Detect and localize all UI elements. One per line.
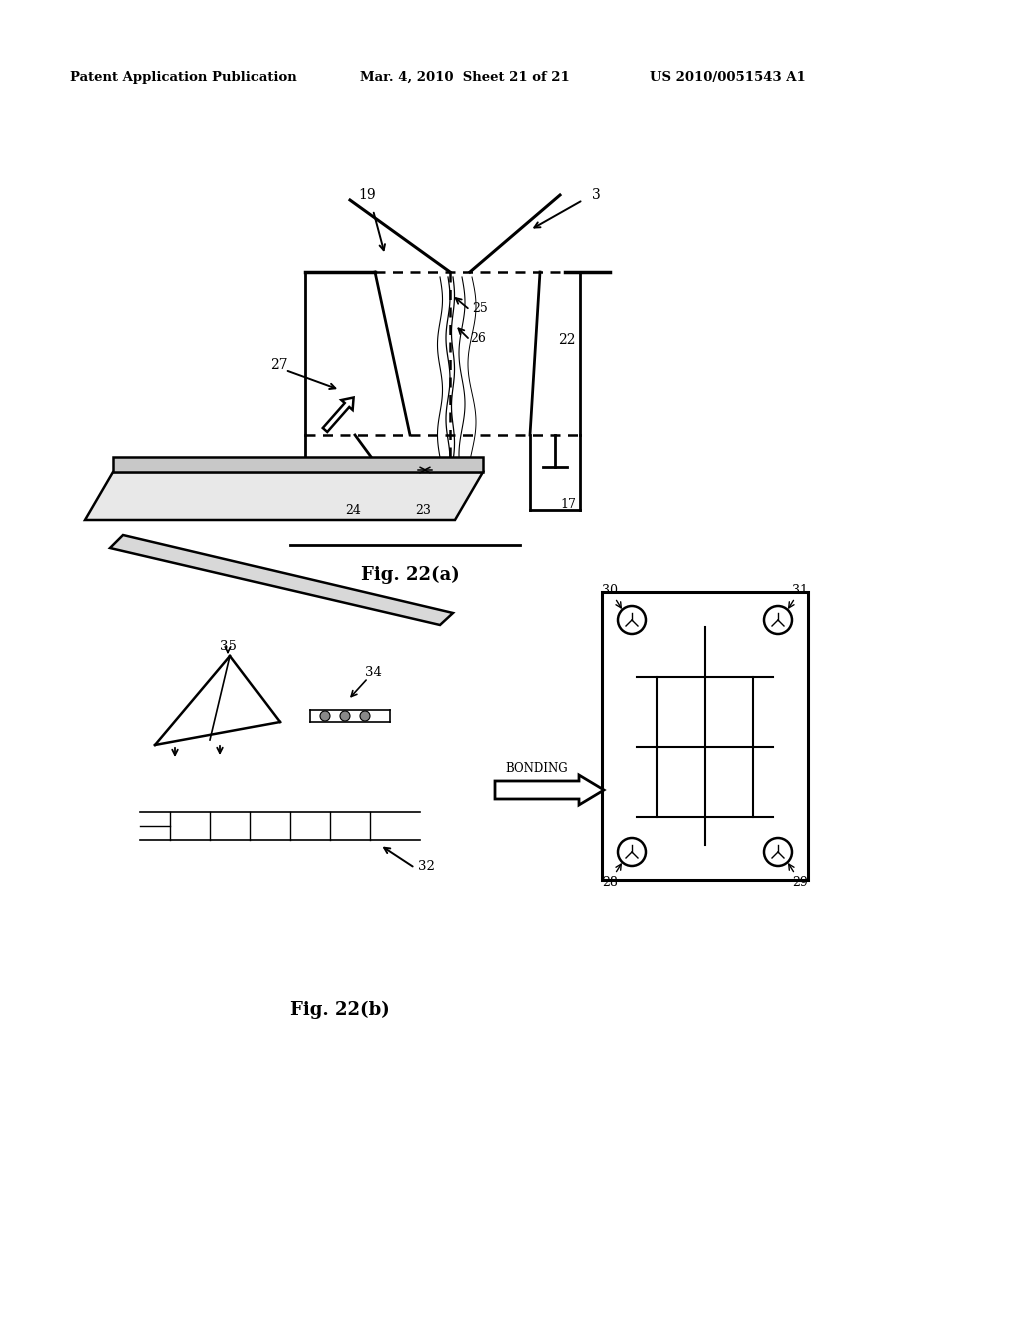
Text: Mar. 4, 2010  Sheet 21 of 21: Mar. 4, 2010 Sheet 21 of 21 <box>360 70 569 83</box>
Text: US 2010/0051543 A1: US 2010/0051543 A1 <box>650 70 806 83</box>
Circle shape <box>360 711 370 721</box>
Circle shape <box>319 711 330 721</box>
Text: 28: 28 <box>602 875 617 888</box>
Bar <box>602 591 808 880</box>
Text: Fig. 22(a): Fig. 22(a) <box>360 566 460 585</box>
FancyArrow shape <box>323 397 353 432</box>
Text: 31: 31 <box>792 583 808 597</box>
Text: 26: 26 <box>470 331 485 345</box>
Text: 24: 24 <box>345 503 360 516</box>
Circle shape <box>340 711 350 721</box>
Text: 17: 17 <box>560 499 575 511</box>
Text: 30: 30 <box>602 583 618 597</box>
Text: 32: 32 <box>418 859 435 873</box>
Text: 35: 35 <box>220 639 237 652</box>
Text: BONDING: BONDING <box>506 762 568 775</box>
Text: Patent Application Publication: Patent Application Publication <box>70 70 297 83</box>
Polygon shape <box>85 473 483 520</box>
FancyArrow shape <box>495 775 604 805</box>
Text: 19: 19 <box>358 187 376 202</box>
Text: 27: 27 <box>270 358 288 372</box>
Polygon shape <box>113 457 483 473</box>
Text: 25: 25 <box>472 301 487 314</box>
Polygon shape <box>110 535 453 624</box>
Text: 29: 29 <box>793 875 808 888</box>
Text: 22: 22 <box>558 333 575 347</box>
Text: 34: 34 <box>365 665 382 678</box>
Text: 23: 23 <box>415 503 431 516</box>
Text: Fig. 22(b): Fig. 22(b) <box>290 1001 390 1019</box>
Text: 3: 3 <box>592 187 601 202</box>
